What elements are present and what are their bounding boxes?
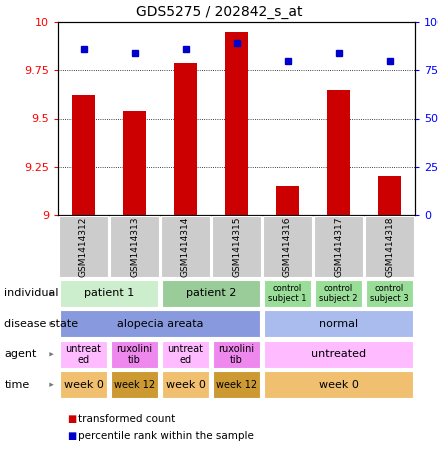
Bar xyxy=(212,216,261,277)
Bar xyxy=(162,341,209,368)
Bar xyxy=(327,90,350,215)
Bar xyxy=(314,280,363,307)
Text: patient 2: patient 2 xyxy=(186,288,236,298)
Bar xyxy=(60,341,107,368)
Bar xyxy=(60,371,107,399)
Text: agent: agent xyxy=(4,349,37,359)
Text: GSM1414316: GSM1414316 xyxy=(283,216,292,277)
Text: ruxolini
tib: ruxolini tib xyxy=(117,344,152,365)
Text: GSM1414313: GSM1414313 xyxy=(130,216,139,277)
Bar xyxy=(212,371,261,399)
Bar xyxy=(262,216,312,277)
Text: percentile rank within the sample: percentile rank within the sample xyxy=(78,431,254,441)
Text: normal: normal xyxy=(319,319,358,329)
Bar xyxy=(72,95,95,215)
Bar xyxy=(123,111,146,215)
Bar xyxy=(110,341,159,368)
Text: ■: ■ xyxy=(67,431,76,441)
Bar xyxy=(60,280,159,307)
Text: week 0: week 0 xyxy=(64,380,103,390)
Text: GDS5275 / 202842_s_at: GDS5275 / 202842_s_at xyxy=(136,5,302,19)
Text: untreated: untreated xyxy=(311,349,366,359)
Text: time: time xyxy=(4,380,30,390)
Bar xyxy=(162,280,261,307)
Bar xyxy=(110,371,159,399)
Text: GSM1414317: GSM1414317 xyxy=(334,216,343,277)
Bar xyxy=(60,310,261,337)
Text: alopecia areata: alopecia areata xyxy=(117,319,203,329)
Text: GSM1414318: GSM1414318 xyxy=(385,216,394,277)
Text: untreat
ed: untreat ed xyxy=(66,344,102,365)
Text: control
subject 1: control subject 1 xyxy=(268,284,307,303)
Bar xyxy=(162,371,209,399)
Bar xyxy=(110,216,159,277)
Bar xyxy=(160,216,211,277)
Text: control
subject 3: control subject 3 xyxy=(370,284,409,303)
Bar xyxy=(264,310,413,337)
Bar xyxy=(264,341,413,368)
Text: individual: individual xyxy=(4,288,59,298)
Text: GSM1414314: GSM1414314 xyxy=(181,217,190,277)
Bar xyxy=(366,280,413,307)
Bar xyxy=(264,371,413,399)
Text: ruxolini
tib: ruxolini tib xyxy=(219,344,254,365)
Bar xyxy=(314,216,364,277)
Bar xyxy=(225,32,248,215)
Text: GSM1414312: GSM1414312 xyxy=(79,217,88,277)
Bar xyxy=(264,280,311,307)
Bar xyxy=(378,176,401,215)
Bar xyxy=(364,216,414,277)
Text: patient 1: patient 1 xyxy=(84,288,134,298)
Text: GSM1414315: GSM1414315 xyxy=(232,216,241,277)
Text: control
subject 2: control subject 2 xyxy=(319,284,358,303)
Bar xyxy=(276,186,299,215)
Text: week 0: week 0 xyxy=(166,380,205,390)
Text: week 12: week 12 xyxy=(216,380,257,390)
Text: transformed count: transformed count xyxy=(78,414,175,424)
Text: week 0: week 0 xyxy=(318,380,358,390)
Bar xyxy=(59,216,109,277)
Text: ■: ■ xyxy=(67,414,76,424)
Bar xyxy=(174,63,197,215)
Bar xyxy=(212,341,261,368)
Text: untreat
ed: untreat ed xyxy=(167,344,204,365)
Text: week 12: week 12 xyxy=(114,380,155,390)
Text: disease state: disease state xyxy=(4,319,78,329)
